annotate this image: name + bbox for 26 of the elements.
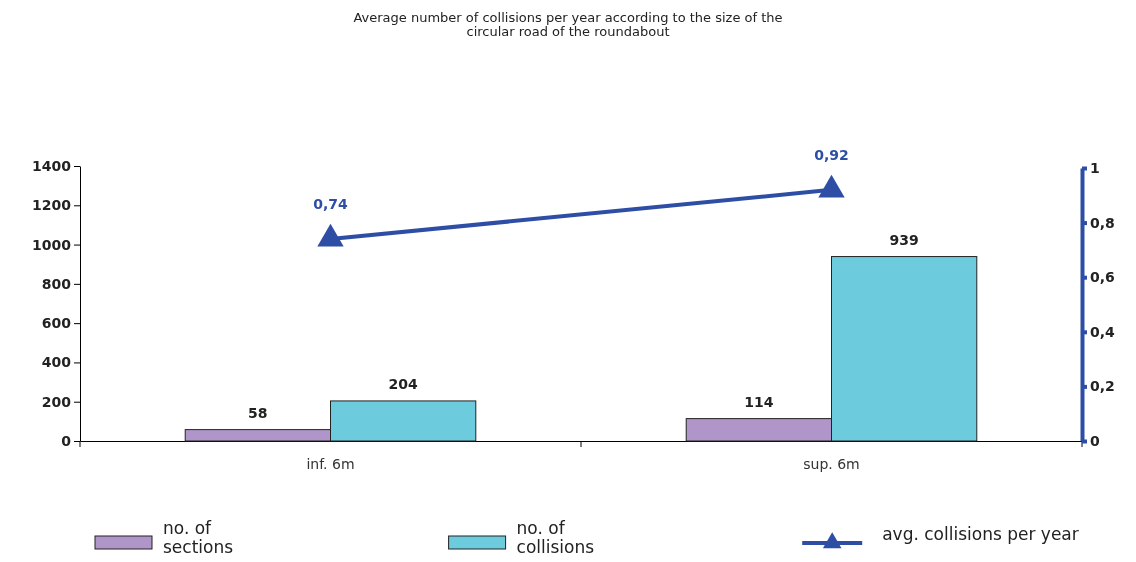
data-label: 58 bbox=[248, 404, 268, 421]
y-tick-label: 800 bbox=[41, 275, 72, 292]
y-tick-label: 1400 bbox=[32, 157, 72, 174]
chart-title: Average number of collisions per year according to the size of the circular road of the roundabout bbox=[353, 10, 783, 40]
y-tick-label: 1200 bbox=[32, 197, 72, 214]
y-tick-label: 200 bbox=[41, 393, 72, 410]
y2-tick-label: 1 bbox=[1090, 159, 1100, 176]
legend-label: no. of sections bbox=[163, 518, 234, 557]
y2-tick-label: 0,8 bbox=[1090, 214, 1115, 231]
data-label: 204 bbox=[388, 375, 419, 392]
y-tick-label: 400 bbox=[41, 354, 72, 371]
y-tick-label: 1000 bbox=[32, 236, 72, 253]
data-label: 114 bbox=[744, 393, 774, 410]
data-label: 0,92 bbox=[814, 146, 849, 163]
y2-tick-label: 0,2 bbox=[1090, 378, 1115, 395]
legend-label: no. of collisions bbox=[516, 518, 595, 557]
y2-tick-label: 0,4 bbox=[1090, 323, 1116, 340]
y2-tick-label: 0,6 bbox=[1090, 269, 1115, 286]
legend-label: avg. collisions per year bbox=[882, 524, 1079, 544]
y2-tick-label: 0 bbox=[1090, 432, 1100, 449]
y-tick-label: 0 bbox=[61, 432, 72, 449]
x-tick-label: sup. 6m bbox=[803, 455, 860, 472]
data-label: 939 bbox=[889, 231, 919, 248]
y-tick-label: 600 bbox=[41, 315, 72, 332]
x-tick-label: inf. 6m bbox=[306, 455, 355, 472]
data-label: 0,74 bbox=[313, 195, 349, 212]
